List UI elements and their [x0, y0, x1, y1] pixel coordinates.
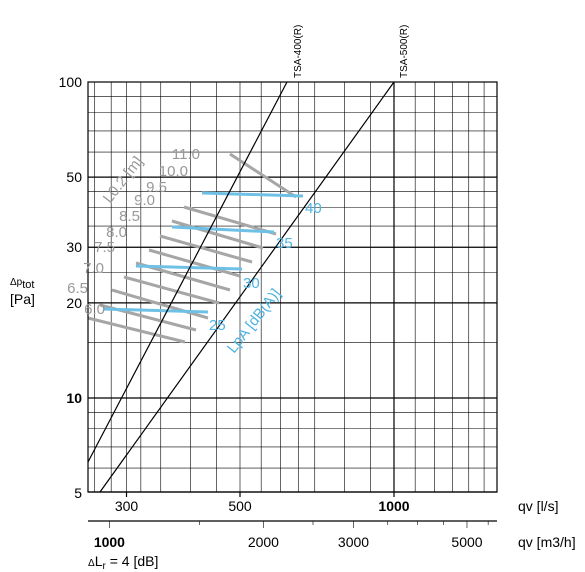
- sound-level-line: [102, 307, 209, 314]
- footnote: ΔLr = 4 [dB]: [88, 553, 158, 572]
- throw-length-label: 9.0: [134, 192, 155, 209]
- sound-level-line: [171, 225, 275, 234]
- x-axis-label-m3h: qv [m3/h]: [518, 534, 576, 550]
- series-label-tsa-500: TSA-500(R): [399, 25, 410, 78]
- sound-level-label: 25: [209, 317, 226, 334]
- x-tick-label-ls: 500: [228, 498, 252, 514]
- throw-length-label: 11.0: [172, 146, 200, 163]
- throw-length-segment: [87, 316, 186, 344]
- y-tick-label: 100: [59, 74, 83, 90]
- throw-length-label: 6.5: [67, 280, 88, 297]
- throw-length-segment: [111, 288, 209, 320]
- x-tick-label-m3h: 2000: [248, 534, 279, 550]
- sound-level-title: LpA [dB(A)]: [224, 286, 285, 357]
- throw-length-segment: [229, 152, 297, 199]
- sound-level-line: [135, 264, 243, 271]
- throw-length-label: 9.5: [146, 179, 167, 196]
- x-tick-label-ls: 300: [115, 498, 139, 514]
- throw-length-segment: [171, 219, 264, 250]
- y-tick-label: 5: [74, 485, 82, 501]
- y-axis-label: Δptot: [10, 277, 34, 291]
- x-tick-label-m3h: 3000: [338, 534, 369, 550]
- chart-segments: [87, 152, 304, 344]
- throw-length-segment: [159, 234, 253, 264]
- x-tick-label-m3h: 5000: [451, 534, 482, 550]
- x-axis-label-ls: qv [l/s]: [518, 498, 558, 514]
- throw-length-label: 8.0: [106, 224, 127, 241]
- throw-length-label: 7.0: [83, 260, 104, 277]
- x-tick-label-m3h: 1000: [94, 534, 125, 550]
- throw-length-label: 8.5: [119, 208, 140, 225]
- y-tick-label: 20: [66, 295, 82, 311]
- sound-level-label: 30: [243, 275, 260, 292]
- throw-length-segment: [148, 248, 241, 278]
- chart-grid: [88, 82, 497, 528]
- series-line-tsa-400: [87, 81, 288, 463]
- x-tick-label-ls: 1000: [378, 498, 409, 514]
- throw-length-segment: [183, 205, 277, 236]
- sound-level-label: 35: [276, 235, 293, 252]
- y-tick-label: 50: [66, 169, 82, 185]
- y-tick-label: 30: [66, 239, 82, 255]
- throw-length-label: 10.0: [159, 163, 188, 180]
- y-tick-label: 10: [66, 390, 82, 406]
- sound-level-label: 40: [305, 200, 322, 217]
- throw-length-label: 7.5: [94, 239, 115, 256]
- y-axis-unit: [Pa]: [10, 291, 35, 307]
- series-label-tsa-400: TSA-400(R): [293, 25, 304, 78]
- chart-labels: 5 10 20 30 50 100 300 500 1000 1000 2000 3000 5000 TS…: [59, 25, 483, 550]
- throw-length-label: 6.0: [84, 301, 105, 318]
- series-line-tsa-500: [99, 81, 395, 493]
- chart-series-lines: [87, 81, 395, 493]
- plot-frame: [87, 81, 498, 493]
- throw-length-segment: [123, 275, 220, 305]
- sound-level-line: [201, 191, 304, 198]
